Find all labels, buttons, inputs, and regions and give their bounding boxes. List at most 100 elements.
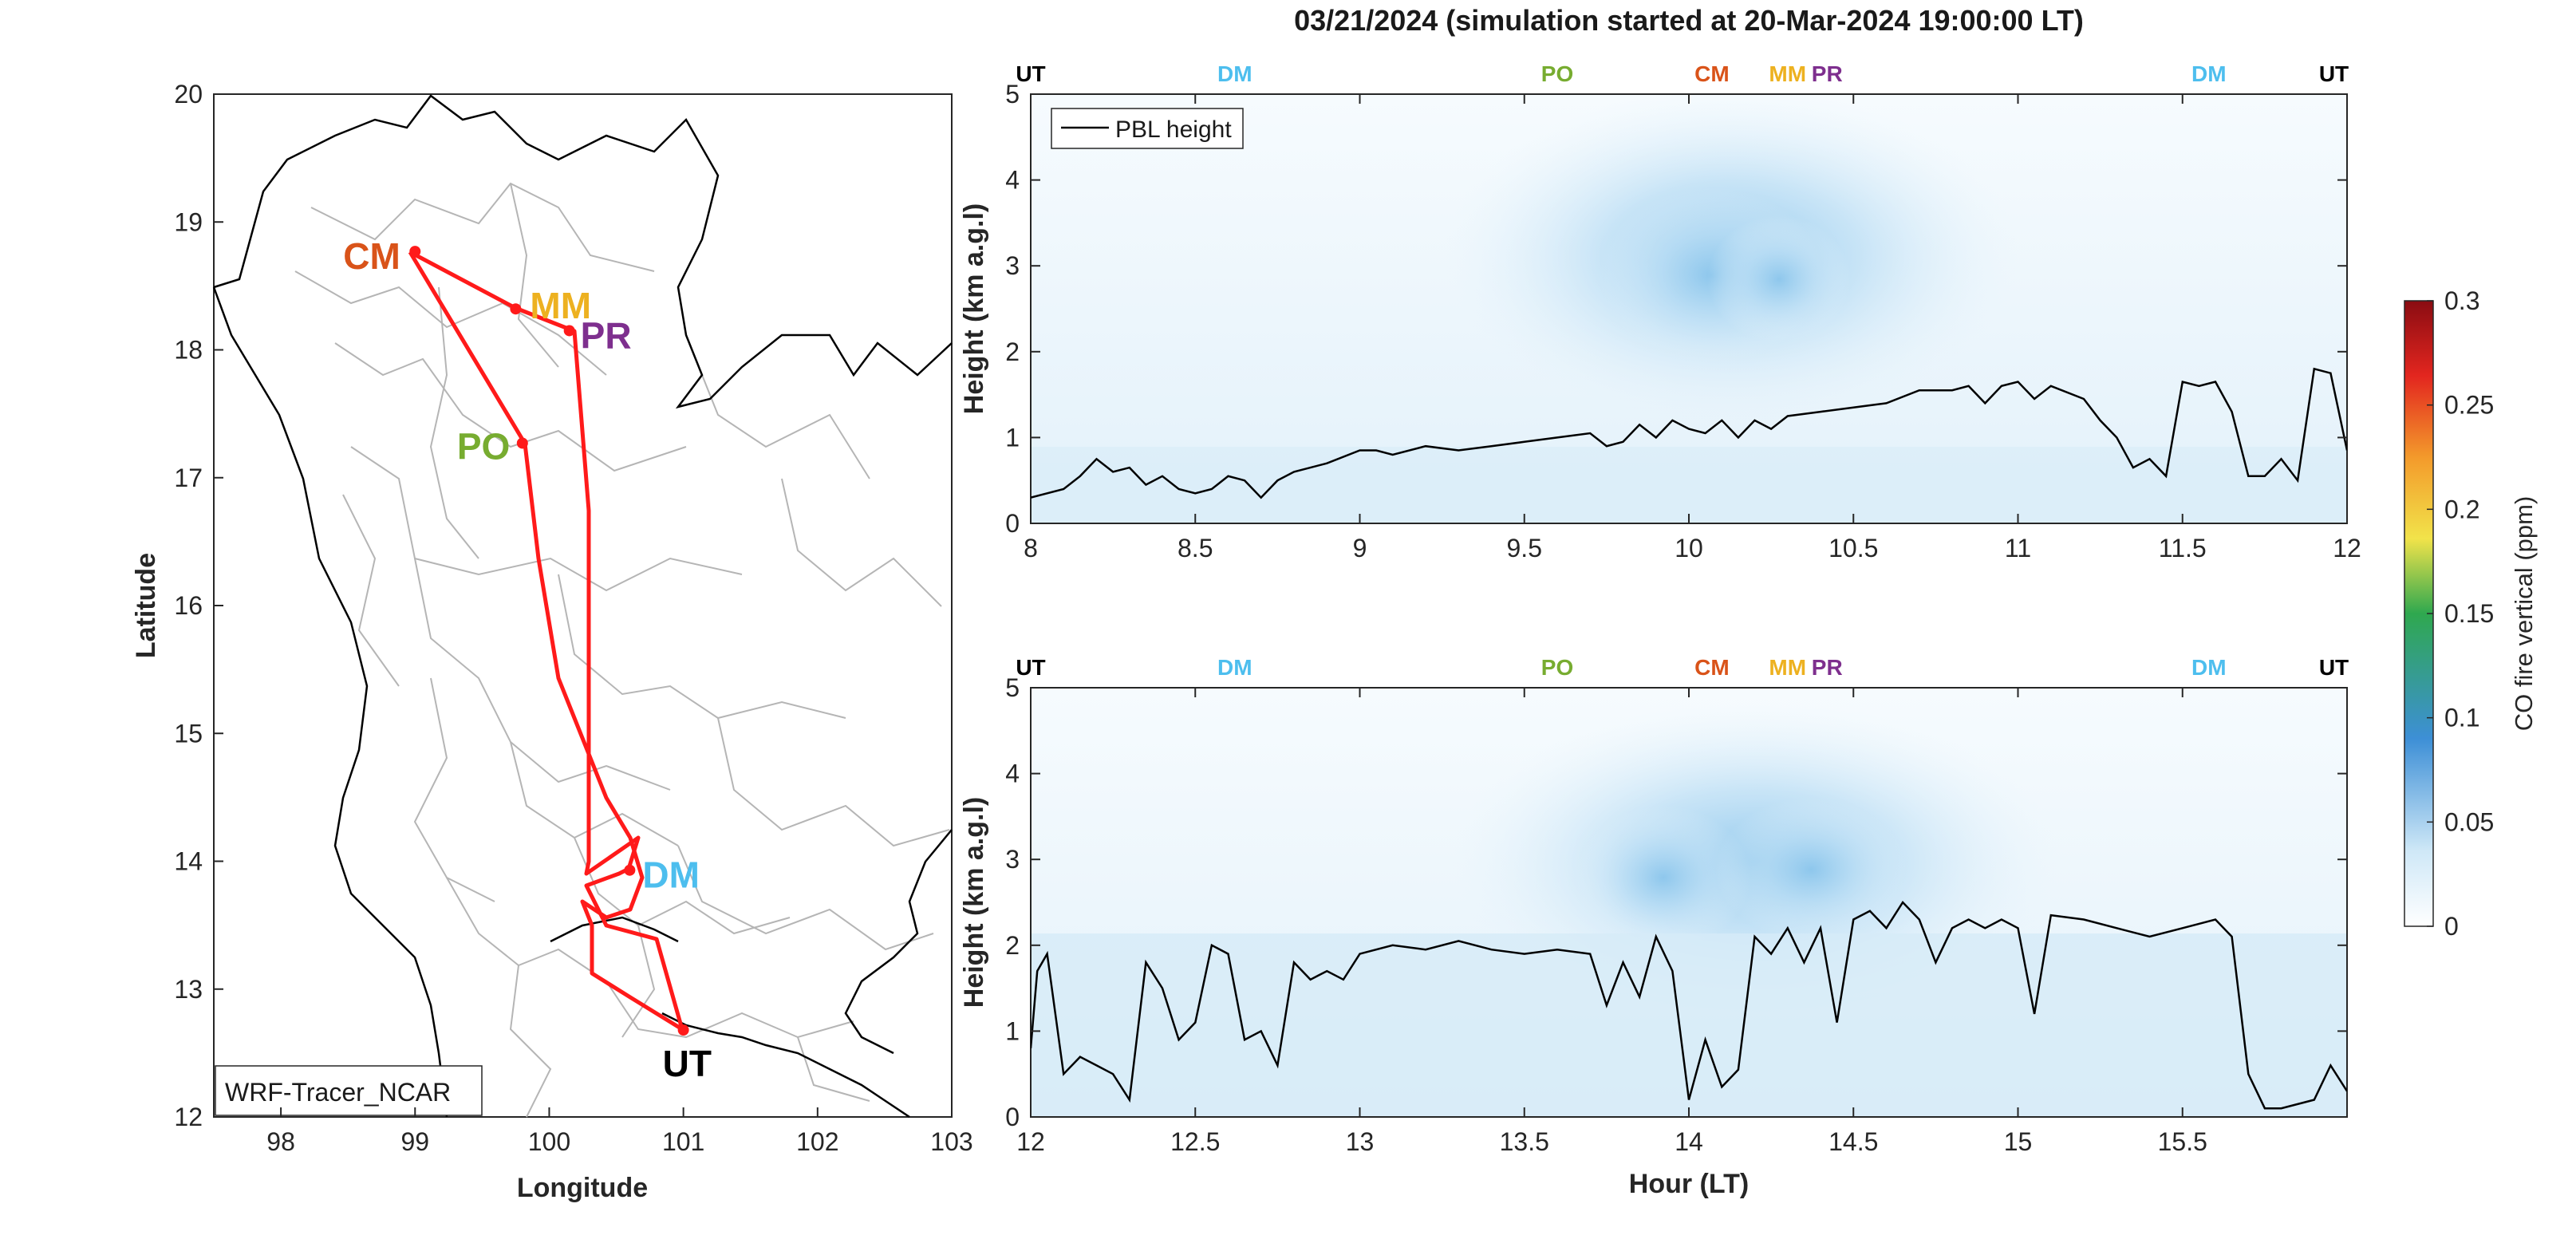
xtick-label: 13 xyxy=(1346,1127,1375,1156)
xtick-label: 11.5 xyxy=(2159,534,2207,562)
xtick-label: 12 xyxy=(1016,1127,1045,1156)
event-label-mm: MM xyxy=(1769,61,1806,86)
map-xlabel: Longitude xyxy=(517,1173,648,1203)
site-label-cm: CM xyxy=(343,235,400,277)
map-ytick-label: 13 xyxy=(174,975,203,1004)
ytick-label: 4 xyxy=(1005,760,1020,788)
map-ylabel: Latitude xyxy=(131,553,161,658)
bottom-ylabel: Height (km a.g.l) xyxy=(959,797,989,1008)
map-ytick-label: 19 xyxy=(174,207,203,236)
colorbar: 0 0.05 0.1 0.15 0.2 0.25 0.3 CO fire vertical … xyxy=(2404,286,2538,941)
xtick-label: 10 xyxy=(1675,534,1703,562)
xtick-label: 8 xyxy=(1024,534,1038,562)
site-marker-cm xyxy=(409,246,421,258)
xtick-label: 9.5 xyxy=(1507,534,1542,562)
bottom-heatmap xyxy=(1031,688,2347,1117)
colorbar-tick-label: 0 xyxy=(2444,912,2459,941)
xtick-label: 10.5 xyxy=(1828,534,1878,562)
map-ytick-label: 14 xyxy=(174,847,203,876)
ytick-label: 3 xyxy=(1005,251,1020,280)
map-ytick-label: 16 xyxy=(174,591,203,620)
event-label-dm: DM xyxy=(1217,655,1252,680)
site-label-dm: DM xyxy=(642,854,700,896)
site-marker-dm xyxy=(624,864,636,876)
event-label-ut: UT xyxy=(2319,655,2349,680)
ytick-label: 4 xyxy=(1005,166,1020,195)
event-label-cm: CM xyxy=(1694,61,1730,86)
top-ylabel: Height (km a.g.l) xyxy=(959,203,989,414)
xtick-label: 15.5 xyxy=(2158,1127,2207,1156)
site-label-ut: UT xyxy=(663,1043,712,1084)
ytick-label: 5 xyxy=(1005,673,1020,702)
event-label-po: PO xyxy=(1541,655,1573,680)
colorbar-tick-label: 0.05 xyxy=(2444,807,2494,836)
map-ytick-label: 20 xyxy=(174,80,203,109)
map-xtick-label: 98 xyxy=(266,1127,295,1156)
site-marker-ut xyxy=(677,1024,689,1036)
event-label-po: PO xyxy=(1541,61,1573,86)
site-marker-pr xyxy=(563,325,575,337)
event-label-ut: UT xyxy=(1016,61,1045,86)
map-ytick-label: 12 xyxy=(174,1103,203,1131)
colorbar-tick-label: 0.3 xyxy=(2444,286,2479,315)
colorbar-tick-label: 0.2 xyxy=(2444,495,2479,523)
bottom-event-labels: UT DM PO CM MM PR DM UT xyxy=(1016,655,2349,680)
map-xtick-label: 103 xyxy=(930,1127,972,1156)
country-borders xyxy=(212,94,953,1119)
xtick-label: 8.5 xyxy=(1178,534,1213,562)
site-label-mm: MM xyxy=(530,285,591,326)
xtick-label: 13.5 xyxy=(1500,1127,1549,1156)
colorbar-label: CO fire vertical (ppm) xyxy=(2510,496,2538,732)
ytick-label: 2 xyxy=(1005,931,1020,960)
map-xtick-label: 101 xyxy=(662,1127,704,1156)
event-label-mm: MM xyxy=(1769,655,1806,680)
xtick-label: 15 xyxy=(2004,1127,2033,1156)
map-ticks: 98 99 100 101 102 103 12 13 14 15 16 17 18 19 20 xyxy=(174,80,972,1156)
map-ytick-label: 17 xyxy=(174,464,203,492)
xtick-label: 9 xyxy=(1353,534,1367,562)
map-xtick-label: 100 xyxy=(528,1127,570,1156)
xtick-label: 12 xyxy=(2333,534,2361,562)
event-label-pr: PR xyxy=(1812,61,1843,86)
colorbar-tick-label: 0.25 xyxy=(2444,391,2494,420)
site-marker-mm xyxy=(510,303,522,315)
map-ytick-label: 15 xyxy=(174,719,203,748)
bottom-xlabel: Hour (LT) xyxy=(1629,1169,1749,1199)
ytick-label: 5 xyxy=(1005,80,1020,109)
event-label-dm: DM xyxy=(2191,655,2227,680)
map-ytick-label: 18 xyxy=(174,336,203,365)
event-label-ut: UT xyxy=(1016,655,1045,680)
figure-title: 03/21/2024 (simulation started at 20-Mar… xyxy=(1294,4,2084,37)
top-pbl-line xyxy=(1031,367,2347,499)
xtick-label: 14.5 xyxy=(1828,1127,1878,1156)
bottom-pbl-line xyxy=(1031,900,2347,1110)
legend-label: PBL height xyxy=(1115,116,1232,143)
top-heatmap xyxy=(1031,94,2347,523)
model-label: WRF-Tracer_NCAR xyxy=(225,1078,451,1107)
xtick-label: 11 xyxy=(2005,534,2031,562)
xtick-label: 12.5 xyxy=(1170,1127,1220,1156)
event-label-dm: DM xyxy=(2191,61,2227,86)
top-event-labels: UT DM PO CM MM PR DM UT xyxy=(1016,61,2349,86)
legend: PBL height xyxy=(1051,108,1244,149)
colorbar-ticks: 0 0.05 0.1 0.15 0.2 0.25 0.3 xyxy=(2427,286,2494,941)
ytick-label: 3 xyxy=(1005,845,1020,874)
map-axes-box xyxy=(213,93,953,1118)
ytick-label: 1 xyxy=(1005,423,1020,452)
ytick-label: 0 xyxy=(1005,1103,1020,1131)
event-label-cm: CM xyxy=(1694,655,1730,680)
flight-route xyxy=(408,250,684,1032)
site-label-pr: PR xyxy=(581,314,632,356)
event-label-ut: UT xyxy=(2319,61,2349,86)
event-label-dm: DM xyxy=(1217,61,1252,86)
map-xtick-label: 102 xyxy=(796,1127,838,1156)
province-boundaries xyxy=(294,182,950,1118)
xtick-label: 14 xyxy=(1675,1127,1703,1156)
site-marker-po xyxy=(516,437,528,449)
site-label-po: PO xyxy=(457,425,510,467)
